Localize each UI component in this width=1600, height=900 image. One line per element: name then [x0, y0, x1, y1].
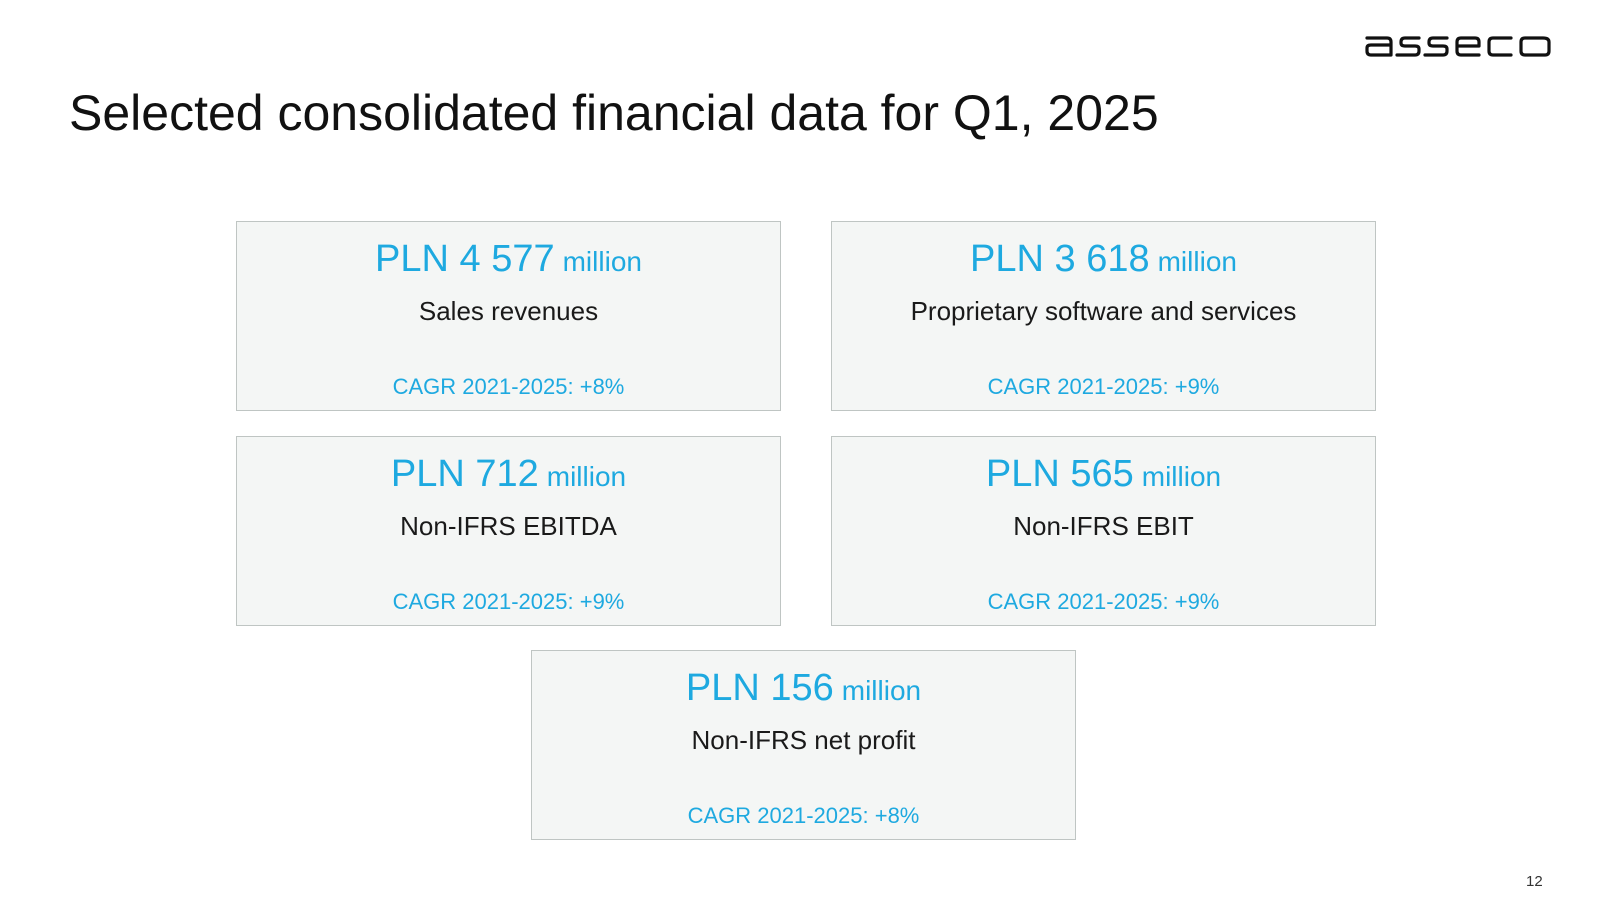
metric-cagr: CAGR 2021-2025: +9%	[987, 374, 1220, 399]
page-number: 12	[1526, 873, 1543, 890]
metric-label: Non-IFRS EBIT	[1013, 511, 1194, 541]
asseco-logo	[1365, 36, 1551, 57]
metric-card-sales-revenues: PLN 4 577 million Sales revenues CAGR 202…	[236, 221, 781, 411]
metric-card-ebit: PLN 565 million Non-IFRS EBIT CAGR 2021-2…	[831, 436, 1376, 626]
metric-value: PLN 712 million	[390, 453, 627, 495]
metric-cagr: CAGR 2021-2025: +8%	[392, 374, 625, 399]
metric-value: PLN 565 million	[985, 453, 1222, 495]
metric-label: Non-IFRS net profit	[691, 725, 916, 755]
metric-card-proprietary-software: PLN 3 618 million Proprietary software an…	[831, 221, 1376, 411]
metric-label: Sales revenues	[418, 296, 599, 326]
metric-card-net-profit: PLN 156 million Non-IFRS net profit CAGR …	[531, 650, 1076, 840]
metric-value: PLN 4 577 million	[375, 238, 642, 280]
metric-value: PLN 3 618 million	[970, 238, 1237, 280]
metric-value: PLN 156 million	[685, 667, 922, 709]
metric-label: Non-IFRS EBITDA	[400, 511, 617, 541]
metric-label: Proprietary software and services	[910, 296, 1297, 326]
metric-cagr: CAGR 2021-2025: +8%	[687, 803, 920, 828]
metric-cagr: CAGR 2021-2025: +9%	[392, 589, 625, 614]
metric-cagr: CAGR 2021-2025: +9%	[987, 589, 1220, 614]
slide-title: Selected consolidated financial data for…	[69, 85, 1159, 141]
metric-card-ebitda: PLN 712 million Non-IFRS EBITDA CAGR 2021…	[236, 436, 781, 626]
